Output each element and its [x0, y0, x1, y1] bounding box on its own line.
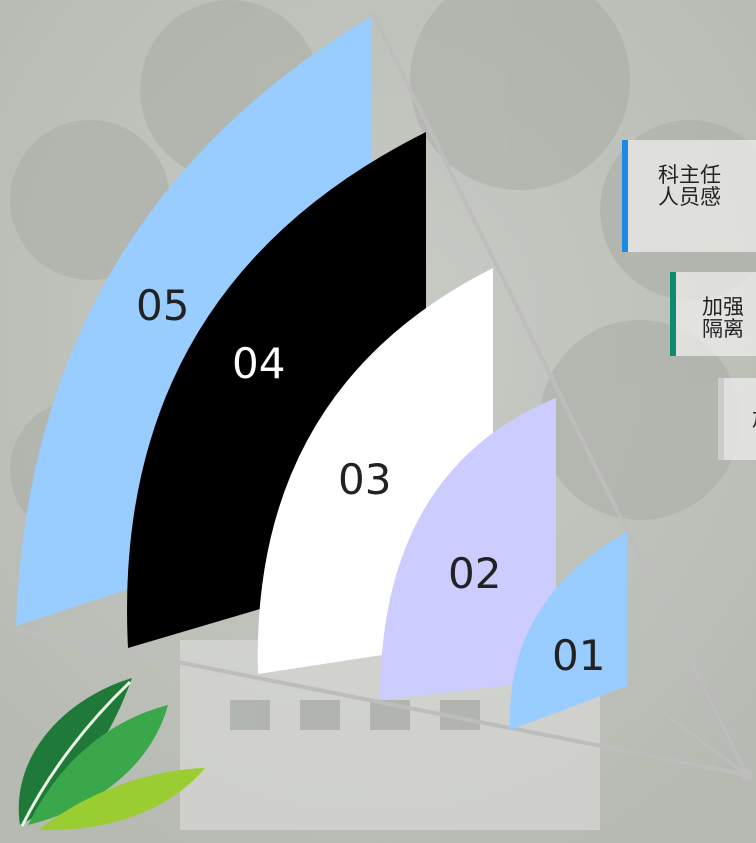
frame-line-top: [371, 13, 749, 776]
callout-1-line2: 人员感: [658, 185, 721, 209]
segment-02-label: 02: [448, 549, 501, 598]
leaf-logo-icon: [18, 678, 205, 831]
callout-2-line2: 隔离: [702, 317, 744, 341]
segment-03-label: 03: [338, 455, 391, 504]
segment-01: [509, 532, 627, 730]
callout-3-line1: 加: [752, 408, 756, 430]
callout-2: 加强 隔离: [670, 272, 756, 356]
segment-04-label: 04: [232, 339, 285, 388]
segment-01-label: 01: [552, 631, 605, 680]
apex-dot: [741, 769, 753, 781]
callout-1-line1: 科主任: [658, 163, 721, 187]
callout-1: 科主任 人员感: [622, 140, 756, 252]
frame-line-inner: [626, 684, 748, 777]
segment-02: [380, 398, 556, 700]
callout-2-line1: 加强: [702, 295, 744, 319]
callout-3: 加: [718, 378, 756, 460]
segment-05-label: 05: [136, 281, 189, 330]
frame-line-bottom: [15, 628, 748, 777]
